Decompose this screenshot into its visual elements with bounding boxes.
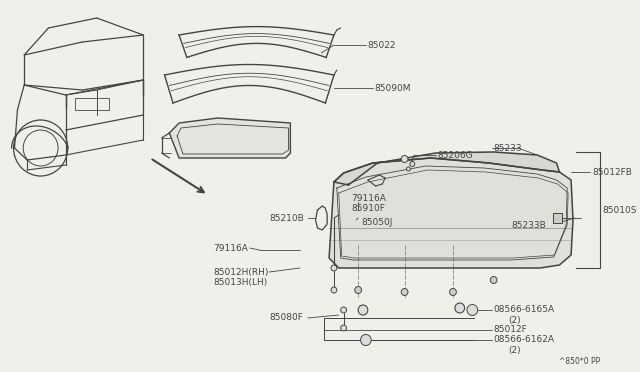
Text: 85206G: 85206G [438, 151, 473, 160]
Text: 85050J: 85050J [361, 218, 392, 227]
Text: 85022: 85022 [368, 41, 396, 49]
Text: 85910F: 85910F [351, 203, 385, 212]
Text: 85090M: 85090M [374, 83, 411, 93]
Text: (2): (2) [508, 315, 521, 324]
Circle shape [331, 287, 337, 293]
Text: 85012F: 85012F [493, 326, 527, 334]
Text: S: S [360, 305, 365, 314]
Circle shape [331, 265, 337, 271]
Text: 08566-6165A: 08566-6165A [493, 305, 555, 314]
Text: 85010S: 85010S [602, 205, 637, 215]
Circle shape [401, 289, 408, 295]
Text: S: S [458, 304, 462, 312]
Text: ^850*0 PP: ^850*0 PP [559, 357, 600, 366]
Polygon shape [334, 152, 559, 185]
Circle shape [358, 305, 368, 315]
Text: S: S [364, 337, 368, 343]
Text: 79116A: 79116A [213, 244, 248, 253]
Circle shape [340, 307, 346, 313]
Circle shape [467, 305, 477, 315]
Polygon shape [329, 158, 573, 268]
Circle shape [406, 167, 410, 171]
Text: 85233: 85233 [493, 144, 522, 153]
Bar [553, 213, 563, 223]
Text: 85080F: 85080F [269, 314, 303, 323]
Circle shape [410, 161, 415, 167]
Polygon shape [170, 118, 291, 158]
Bar [76, 98, 109, 110]
Text: 85210B: 85210B [269, 214, 304, 222]
Circle shape [360, 334, 371, 346]
Circle shape [455, 303, 465, 313]
Circle shape [340, 325, 346, 331]
Circle shape [401, 155, 408, 163]
Text: 85233B: 85233B [511, 221, 546, 230]
Text: 08566-6162A: 08566-6162A [493, 336, 555, 344]
Text: S: S [470, 307, 474, 313]
Text: 85012FB: 85012FB [593, 167, 632, 176]
Text: 79116A: 79116A [351, 193, 386, 202]
Circle shape [355, 286, 362, 294]
Text: 85013H(LH): 85013H(LH) [213, 278, 267, 286]
Text: (2): (2) [508, 346, 521, 355]
Circle shape [490, 276, 497, 283]
Text: 85012H(RH): 85012H(RH) [213, 267, 268, 276]
Circle shape [449, 289, 456, 295]
